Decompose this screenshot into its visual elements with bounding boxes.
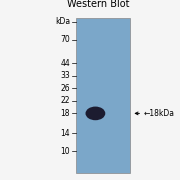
- Bar: [76, 18, 130, 173]
- Text: kDa: kDa: [55, 17, 70, 26]
- Text: 18: 18: [61, 109, 70, 118]
- Text: Western Blot: Western Blot: [67, 0, 130, 9]
- Text: 14: 14: [61, 129, 70, 138]
- Text: 22: 22: [61, 96, 70, 105]
- Ellipse shape: [86, 107, 105, 120]
- Text: 70: 70: [60, 35, 70, 44]
- Text: 33: 33: [60, 71, 70, 80]
- Text: 44: 44: [60, 58, 70, 68]
- Text: 10: 10: [61, 147, 70, 156]
- Text: ←18kDa: ←18kDa: [144, 109, 175, 118]
- Text: 26: 26: [61, 84, 70, 93]
